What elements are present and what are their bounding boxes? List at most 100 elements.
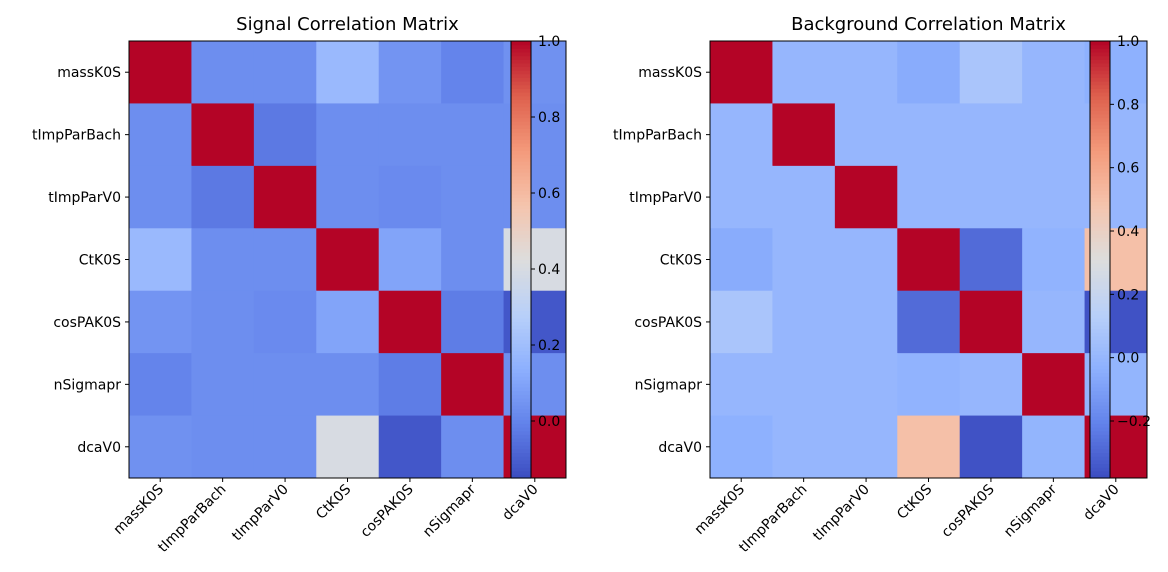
- colorbar-segment: [511, 470, 531, 475]
- colorbar-segment: [1090, 441, 1110, 446]
- colorbar-segment: [1090, 244, 1110, 250]
- colorbar-segment: [511, 357, 531, 363]
- heatmap-cell: [191, 228, 255, 292]
- colorbar-segment: [511, 88, 531, 93]
- colorbar-segment: [511, 452, 531, 457]
- colorbar-segment: [511, 419, 531, 424]
- y-tick-label: massK0S: [638, 65, 702, 81]
- colorbar-segment: [1090, 59, 1110, 64]
- colorbar-segment: [1090, 350, 1110, 355]
- heatmap-cell: [710, 103, 773, 167]
- colorbar-segment: [511, 317, 531, 323]
- colorbar-segment: [1090, 401, 1110, 406]
- colorbar-segment: [1090, 427, 1110, 432]
- heatmap-cell: [710, 290, 773, 354]
- colorbar-segment: [1090, 248, 1110, 253]
- heatmap-cell: [191, 103, 255, 167]
- colorbar-segment: [511, 66, 531, 71]
- colorbar-segment: [511, 51, 531, 57]
- y-tick-label: CtK0S: [660, 253, 702, 269]
- colorbar-segment: [1090, 274, 1110, 279]
- y-tick-label: cosPAK0S: [634, 315, 702, 331]
- heatmap-cell: [710, 228, 773, 292]
- colorbar-segment: [1090, 321, 1110, 326]
- colorbar-segment: [1090, 332, 1110, 337]
- colorbar-segment: [1090, 463, 1110, 468]
- colorbar-segment: [1090, 190, 1110, 195]
- heatmap-cell: [834, 165, 898, 229]
- colorbar-segment: [511, 423, 531, 428]
- heatmap-cell: [253, 41, 317, 104]
- colorbar-segment: [1090, 226, 1110, 231]
- colorbar-segment: [511, 84, 531, 89]
- heatmap-cell: [441, 290, 505, 354]
- heatmap-cell: [710, 353, 773, 417]
- colorbar-segment: [1090, 259, 1110, 264]
- heatmap-cell: [710, 415, 773, 479]
- colorbar-segment: [1090, 44, 1110, 49]
- heatmap-cell: [897, 228, 961, 292]
- heatmap-cell: [1022, 353, 1086, 417]
- colorbar-segment: [511, 150, 531, 155]
- x-tick-label: dcaV0: [1080, 482, 1122, 524]
- colorbar-segment: [1090, 212, 1110, 217]
- colorbar-segment: [511, 401, 531, 406]
- heatmap-cell: [834, 290, 898, 354]
- colorbar-segment: [1090, 132, 1110, 137]
- colorbar-segment: [1090, 408, 1110, 414]
- colorbar-segment: [1090, 437, 1110, 443]
- colorbar-segment: [1090, 288, 1110, 293]
- colorbar-segment: [511, 179, 531, 184]
- x-tick-label: nSigmapr: [420, 481, 479, 540]
- heatmap-cell: [441, 41, 505, 104]
- y-tick-label: massK0S: [57, 65, 121, 81]
- colorbar-segment: [511, 48, 531, 53]
- heatmap-cell: [378, 41, 442, 104]
- colorbar-segment: [511, 226, 531, 231]
- heatmap-cell: [441, 415, 505, 479]
- colorbar-segment: [1090, 419, 1110, 424]
- colorbar-tick-label: 0.0: [538, 414, 560, 430]
- colorbar-segment: [511, 325, 531, 330]
- colorbar-segment: [1090, 215, 1110, 221]
- colorbar-segment: [511, 303, 531, 308]
- colorbar-segment: [511, 142, 531, 148]
- colorbar-segment: [1090, 183, 1110, 188]
- heatmap-cell: [191, 353, 255, 417]
- colorbar-segment: [511, 99, 531, 104]
- heatmap-cell: [959, 103, 1023, 167]
- colorbar-segment: [1090, 376, 1110, 381]
- colorbar-segment: [511, 270, 531, 275]
- colorbar-tick-label: −0.2: [1117, 414, 1151, 430]
- colorbar-segment: [511, 463, 531, 468]
- colorbar-frame: [1089, 40, 1111, 479]
- colorbar-segment: [511, 361, 531, 366]
- heatmap-cell: [710, 41, 773, 104]
- colorbar-segment: [1090, 386, 1110, 392]
- heatmap-cell: [253, 228, 317, 292]
- colorbar-segment: [1090, 197, 1110, 202]
- heatmap-panel-1: Signal Correlation Matrix massK0S tImpParB…: [32, 14, 567, 556]
- heatmap-cell: [191, 165, 255, 229]
- heatmap-cell: [253, 415, 317, 479]
- x-tick-label: CtK0S: [313, 481, 354, 522]
- colorbar-segment: [511, 416, 531, 421]
- colorbar-segment: [511, 59, 531, 64]
- colorbar-segment: [511, 427, 531, 432]
- heatmap-cell: [1022, 103, 1086, 167]
- colorbar-segment: [511, 135, 531, 140]
- colorbar-segment: [1090, 102, 1110, 108]
- x-tick-label: cosPAK0S: [939, 481, 998, 540]
- heatmap-cell: [129, 353, 192, 417]
- colorbar-segment: [1090, 201, 1110, 206]
- colorbar-segment: [1090, 62, 1110, 68]
- colorbar-segment: [1090, 361, 1110, 366]
- colorbar-segment: [511, 368, 531, 373]
- colorbar-segment: [1090, 354, 1110, 359]
- colorbar-frame: [510, 40, 532, 479]
- heatmap-cell: [897, 353, 961, 417]
- colorbar-segment: [1090, 193, 1110, 199]
- heatmap-cell: [129, 165, 192, 229]
- heatmap-cell: [129, 41, 192, 104]
- colorbar-segment: [511, 237, 531, 242]
